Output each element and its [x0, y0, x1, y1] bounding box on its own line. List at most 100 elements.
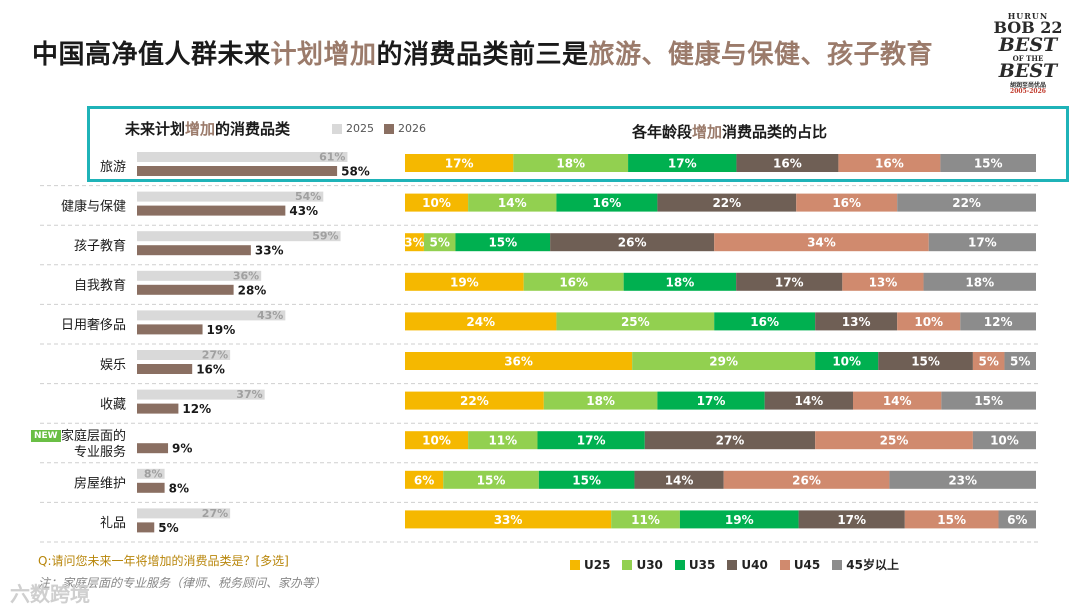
- segment-label: 16%: [875, 157, 904, 171]
- category-label: 娱乐: [100, 358, 126, 373]
- watermark: 六数跨境: [10, 582, 90, 606]
- segment-label: 13%: [842, 315, 871, 329]
- segment-label: 19%: [450, 275, 479, 289]
- segment-U30: [611, 510, 680, 529]
- bar-2025: [137, 152, 348, 162]
- page-title: 中国高净值人群未来计划增加的消费品类前三是旅游、健康与保健、孩子教育: [32, 40, 934, 70]
- segment-label: 10%: [422, 196, 451, 210]
- segment-U35: [455, 233, 551, 252]
- segment-U40: [634, 470, 724, 489]
- bar-2025: [137, 508, 231, 519]
- segment-U25: [405, 193, 469, 212]
- left-chart-title: 未来计划增加的消费品类: [125, 120, 291, 138]
- segment-45岁以上: [1004, 352, 1036, 370]
- segment-label: 26%: [618, 236, 647, 250]
- label-2026: 19%: [207, 323, 236, 337]
- segment-label: 6%: [1007, 513, 1027, 527]
- label-2026: 5%: [158, 521, 178, 535]
- segment-U45: [796, 193, 898, 212]
- age-legend: U25 U30 U35 U40 U45 45岁以上: [570, 556, 905, 573]
- segment-label: 14%: [883, 394, 912, 408]
- segment-label: 14%: [665, 473, 694, 487]
- segment-U25: [405, 312, 557, 331]
- segment-label: 16%: [559, 275, 588, 289]
- category-label: 房屋维护: [74, 476, 126, 492]
- segment-U25: [405, 431, 469, 450]
- segment-label: 33%: [494, 513, 523, 527]
- segment-U45: [904, 510, 999, 529]
- segment-label: 15%: [488, 236, 517, 250]
- segment-U45: [714, 233, 929, 252]
- label-2025: 36%: [233, 269, 259, 282]
- bar-2026: [137, 522, 155, 533]
- right-chart-title: 各年龄段增加消费品类的占比: [632, 123, 828, 141]
- label-2026: 9%: [172, 442, 192, 456]
- segment-label: 17%: [837, 513, 866, 527]
- segment-label: 14%: [498, 196, 527, 210]
- segment-45岁以上: [928, 233, 1036, 252]
- segment-U25: [405, 154, 514, 172]
- segment-U35: [714, 312, 816, 331]
- segment-label: 6%: [414, 473, 434, 487]
- segment-label: 16%: [750, 315, 779, 329]
- segment-label: 22%: [952, 196, 981, 210]
- segment-U35: [657, 391, 765, 410]
- segment-label: 34%: [807, 236, 836, 250]
- segment-U45: [853, 391, 942, 410]
- category-label: 自我教育: [74, 278, 126, 294]
- segment-label: 3%: [404, 236, 424, 250]
- segment-U40: [736, 272, 843, 291]
- segment-label: 22%: [712, 196, 741, 210]
- segment-label: 19%: [725, 513, 754, 527]
- segment-45岁以上: [998, 510, 1036, 529]
- segment-U35: [538, 470, 635, 489]
- segment-U25: [405, 391, 544, 410]
- segment-label: 18%: [666, 275, 695, 289]
- segment-U25: [405, 510, 612, 529]
- segment-U45: [838, 154, 941, 172]
- segment-label: 17%: [668, 157, 697, 171]
- bar-2025: [137, 310, 286, 321]
- segment-U30: [468, 431, 538, 450]
- label-2026: 43%: [289, 204, 318, 218]
- segment-U40: [815, 312, 898, 331]
- label-2025: 8%: [144, 467, 163, 480]
- category-label: 孩子教育: [74, 238, 126, 254]
- category-label: 收藏: [100, 397, 126, 412]
- category-label: 礼品: [100, 515, 126, 531]
- segment-label: 25%: [880, 434, 909, 448]
- segment-label: 14%: [794, 394, 823, 408]
- segment-label: 36%: [504, 355, 533, 369]
- segment-U25: [405, 352, 633, 370]
- segment-U25: [405, 272, 524, 291]
- segment-label: 10%: [832, 355, 861, 369]
- category-label: 日用奢侈品: [61, 318, 126, 333]
- segment-45岁以上: [941, 391, 1036, 410]
- segment-U30: [443, 470, 539, 489]
- segment-label: 15%: [477, 473, 506, 487]
- segment-label: 27%: [716, 434, 745, 448]
- hurun-logo: HURUN BOB 22 BEST OF THE BEST 胡润至尚优品 200…: [993, 11, 1063, 95]
- segment-U30: [632, 352, 816, 370]
- segment-label: 16%: [832, 196, 861, 210]
- segment-label: 13%: [869, 275, 898, 289]
- segment-U45: [972, 352, 1005, 370]
- segment-U30: [523, 272, 624, 291]
- segment-label: 29%: [709, 355, 738, 369]
- label-2026: 8%: [169, 481, 189, 495]
- segment-label: 18%: [965, 275, 994, 289]
- bar-2026: [137, 403, 179, 414]
- segment-U40: [657, 193, 797, 212]
- bar-2025: [137, 191, 324, 202]
- footnote: 注：家庭层面的专业服务（律师、税务顾问、家办等）: [38, 576, 327, 590]
- segment-U30: [468, 193, 557, 212]
- bar-2025: [137, 231, 341, 242]
- segment-label: 17%: [968, 236, 997, 250]
- category-label: 旅游: [100, 160, 126, 175]
- bar-2026: [137, 324, 203, 335]
- segment-45岁以上: [923, 272, 1036, 291]
- segment-U30: [423, 233, 456, 252]
- segment-U35: [628, 154, 737, 172]
- segment-U40: [644, 431, 816, 450]
